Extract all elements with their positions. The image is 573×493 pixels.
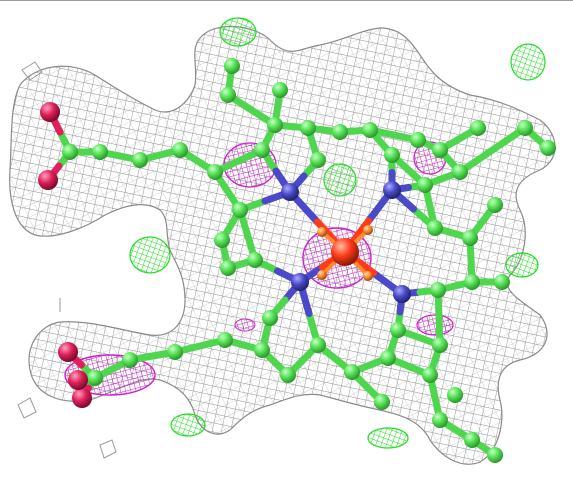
carbon-atom — [220, 87, 236, 103]
carbon-atom — [487, 447, 503, 463]
oxygen-atom — [40, 102, 60, 122]
carbon-atom — [62, 144, 78, 160]
oxygen-atom — [38, 170, 58, 190]
carbon-atom — [470, 120, 486, 136]
carbon-atom — [517, 120, 533, 136]
carbon-atom — [172, 142, 188, 158]
carbon-atom — [464, 432, 480, 448]
oxygen-atom — [68, 370, 88, 390]
carbon-atom — [430, 282, 446, 298]
carbon-atom — [427, 220, 443, 236]
carbon-atom — [432, 412, 448, 428]
carbon-atom — [464, 274, 480, 290]
nitrogen-atom — [291, 273, 309, 291]
carbon-atom — [462, 230, 478, 246]
carbon-atom — [254, 342, 270, 358]
carbon-atom — [87, 370, 103, 386]
ligand-atom — [363, 225, 373, 235]
carbon-atom — [494, 274, 510, 290]
nitrogen-atom — [393, 285, 411, 303]
carbon-atom — [417, 177, 433, 193]
carbon-atom — [332, 124, 348, 140]
top-border — [0, 0, 573, 1]
carbon-atom — [217, 332, 233, 348]
carbon-atom — [310, 337, 326, 353]
metal-atom — [331, 238, 359, 266]
carbon-atom — [167, 344, 183, 360]
carbon-atom — [267, 117, 283, 133]
positive-difference-density — [129, 17, 546, 449]
carbon-atom — [390, 322, 406, 338]
carbon-atom — [224, 58, 240, 74]
ligand-atom — [317, 270, 327, 280]
carbon-atom — [280, 367, 296, 383]
nitrogen-atom — [281, 183, 299, 201]
carbon-atom — [447, 387, 463, 403]
carbon-atom — [122, 352, 138, 368]
carbon-atom — [432, 337, 448, 353]
carbon-atom — [254, 142, 270, 158]
carbon-atom — [410, 132, 426, 148]
ligand-atom — [363, 271, 373, 281]
carbon-atom — [220, 260, 236, 276]
carbon-atom — [272, 82, 288, 98]
carbon-atom — [132, 152, 148, 168]
carbon-atom — [232, 202, 248, 218]
atoms — [38, 58, 556, 463]
carbon-atom — [422, 367, 438, 383]
carbon-atom — [247, 252, 263, 268]
carbon-atom — [92, 144, 108, 160]
nitrogen-atom — [383, 181, 401, 199]
carbon-atom — [380, 350, 396, 366]
oxygen-atom — [58, 342, 78, 362]
carbon-atom — [344, 364, 360, 380]
oxygen-atom — [72, 388, 92, 408]
carbon-atom — [214, 232, 230, 248]
carbon-atom — [452, 164, 468, 180]
carbon-atom — [432, 142, 448, 158]
carbon-atom — [300, 120, 316, 136]
carbon-atom — [374, 394, 390, 410]
carbon-atom — [384, 147, 400, 163]
carbon-atom — [487, 197, 503, 213]
carbon-atom — [540, 140, 556, 156]
carbon-atom — [310, 152, 326, 168]
carbon-atom — [207, 164, 223, 180]
ligand-atom — [317, 227, 327, 237]
carbon-atom — [362, 122, 378, 138]
carbon-atom — [262, 310, 278, 326]
